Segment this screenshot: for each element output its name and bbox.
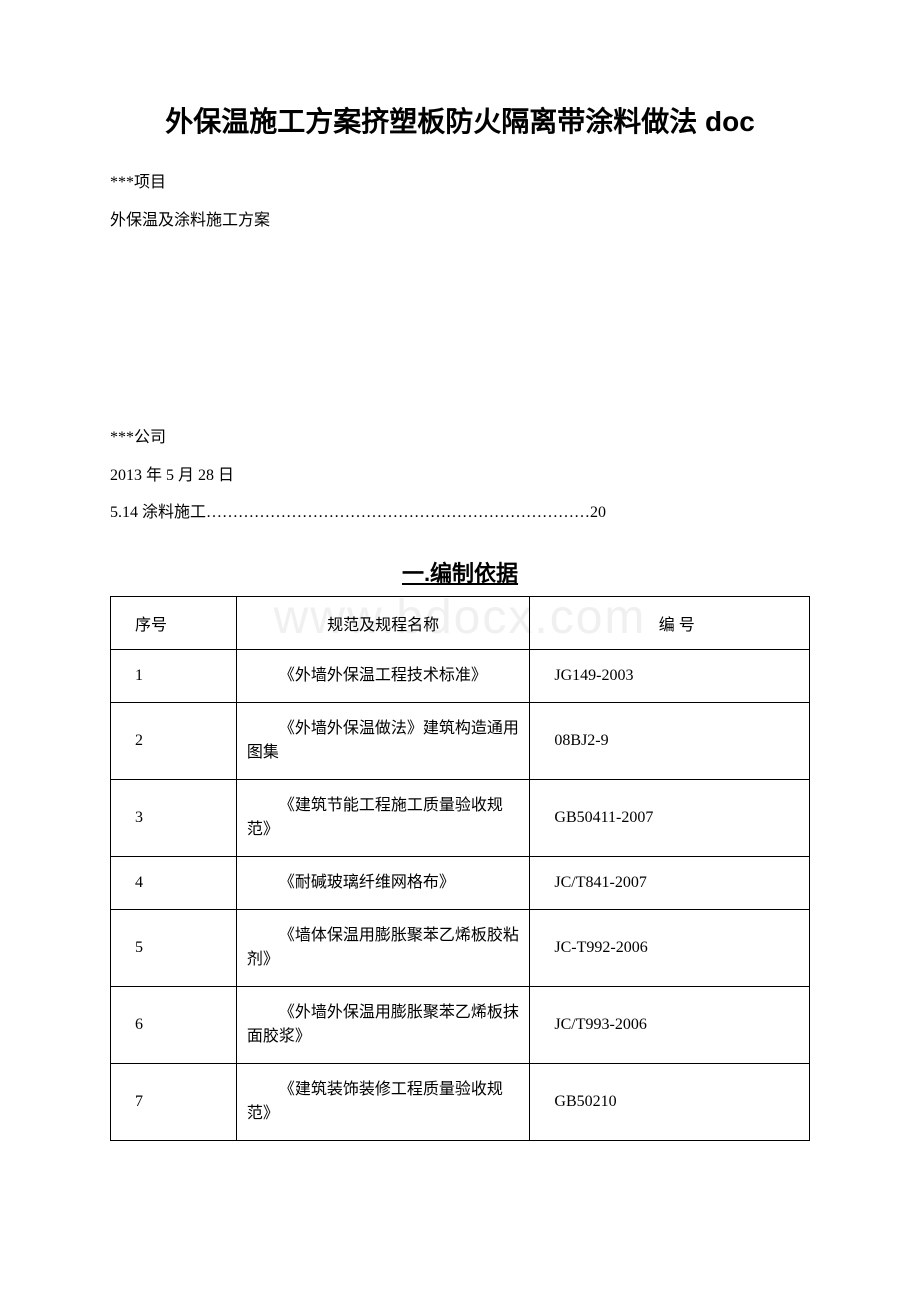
cell-name: 《建筑节能工程施工质量验收规范》	[236, 779, 530, 856]
header-seq: 序号	[111, 596, 237, 649]
cell-name: 《外墙外保温工程技术标准》	[236, 649, 530, 702]
cell-name: 《墙体保温用膨胀聚苯乙烯板胶粘剂》	[236, 909, 530, 986]
cell-code: GB50210	[530, 1063, 810, 1140]
document-title: 外保温施工方案挤塑板防火隔离带涂料做法 doc	[110, 100, 810, 140]
table-row: 4 《耐碱玻璃纤维网格布》 JC/T841-2007	[111, 856, 810, 909]
cell-seq: 2	[111, 702, 237, 779]
document-content: 外保温施工方案挤塑板防火隔离带涂料做法 doc ***项目 外保温及涂料施工方案…	[110, 100, 810, 1141]
toc-entry: 5.14 涂料施工………………………………………………………………20	[110, 500, 810, 526]
cell-code: GB50411-2007	[530, 779, 810, 856]
cell-seq: 4	[111, 856, 237, 909]
cell-code: JC/T993-2006	[530, 986, 810, 1063]
cell-code: JG149-2003	[530, 649, 810, 702]
company-name: ***公司	[110, 425, 810, 451]
cell-code: JC/T841-2007	[530, 856, 810, 909]
cell-code: JC-T992-2006	[530, 909, 810, 986]
cell-code: 08BJ2-9	[530, 702, 810, 779]
document-subtitle: 外保温及涂料施工方案	[110, 208, 810, 234]
project-label: ***项目	[110, 170, 810, 196]
cell-name: 《建筑装饰装修工程质量验收规范》	[236, 1063, 530, 1140]
document-date: 2013 年 5 月 28 日	[110, 463, 810, 489]
cell-seq: 1	[111, 649, 237, 702]
table-row: 3 《建筑节能工程施工质量验收规范》 GB50411-2007	[111, 779, 810, 856]
table-row: 1 《外墙外保温工程技术标准》 JG149-2003	[111, 649, 810, 702]
cell-name: 《外墙外保温做法》建筑构造通用图集	[236, 702, 530, 779]
table-row: 7 《建筑装饰装修工程质量验收规范》 GB50210	[111, 1063, 810, 1140]
cell-name: 《外墙外保温用膨胀聚苯乙烯板抹面胶浆》	[236, 986, 530, 1063]
table-row: 5 《墙体保温用膨胀聚苯乙烯板胶粘剂》 JC-T992-2006	[111, 909, 810, 986]
standards-table: 序号 规范及规程名称 编 号 1 《外墙外保温工程技术标准》 JG149-200…	[110, 596, 810, 1141]
spacer	[110, 245, 810, 425]
cell-name: 《耐碱玻璃纤维网格布》	[236, 856, 530, 909]
table-row: 2 《外墙外保温做法》建筑构造通用图集 08BJ2-9	[111, 702, 810, 779]
header-code: 编 号	[530, 596, 810, 649]
header-name: 规范及规程名称	[236, 596, 530, 649]
section-heading: 一.编制依据	[110, 556, 810, 588]
cell-seq: 5	[111, 909, 237, 986]
cell-seq: 6	[111, 986, 237, 1063]
table-header-row: 序号 规范及规程名称 编 号	[111, 596, 810, 649]
cell-seq: 7	[111, 1063, 237, 1140]
table-row: 6 《外墙外保温用膨胀聚苯乙烯板抹面胶浆》 JC/T993-2006	[111, 986, 810, 1063]
cell-seq: 3	[111, 779, 237, 856]
